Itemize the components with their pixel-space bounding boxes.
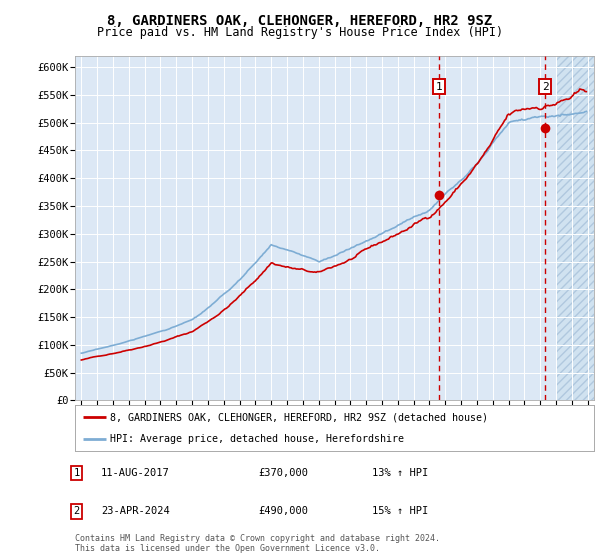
Text: 1: 1 [436,82,443,91]
Bar [556,56,596,400]
Text: 8, GARDINERS OAK, CLEHONGER, HEREFORD, HR2 9SZ: 8, GARDINERS OAK, CLEHONGER, HEREFORD, H… [107,14,493,28]
Text: 23-APR-2024: 23-APR-2024 [101,506,170,516]
Text: 13% ↑ HPI: 13% ↑ HPI [372,468,428,478]
Text: £490,000: £490,000 [258,506,308,516]
Text: 15% ↑ HPI: 15% ↑ HPI [372,506,428,516]
Bar [556,56,596,400]
Text: 11-AUG-2017: 11-AUG-2017 [101,468,170,478]
Text: 2: 2 [74,506,80,516]
Text: Price paid vs. HM Land Registry's House Price Index (HPI): Price paid vs. HM Land Registry's House … [97,26,503,39]
Text: 8, GARDINERS OAK, CLEHONGER, HEREFORD, HR2 9SZ (detached house): 8, GARDINERS OAK, CLEHONGER, HEREFORD, H… [110,412,488,422]
Text: £370,000: £370,000 [258,468,308,478]
Text: HPI: Average price, detached house, Herefordshire: HPI: Average price, detached house, Here… [110,435,404,444]
Text: 2: 2 [542,82,548,91]
Text: 1: 1 [74,468,80,478]
Text: Contains HM Land Registry data © Crown copyright and database right 2024.
This d: Contains HM Land Registry data © Crown c… [75,534,440,553]
